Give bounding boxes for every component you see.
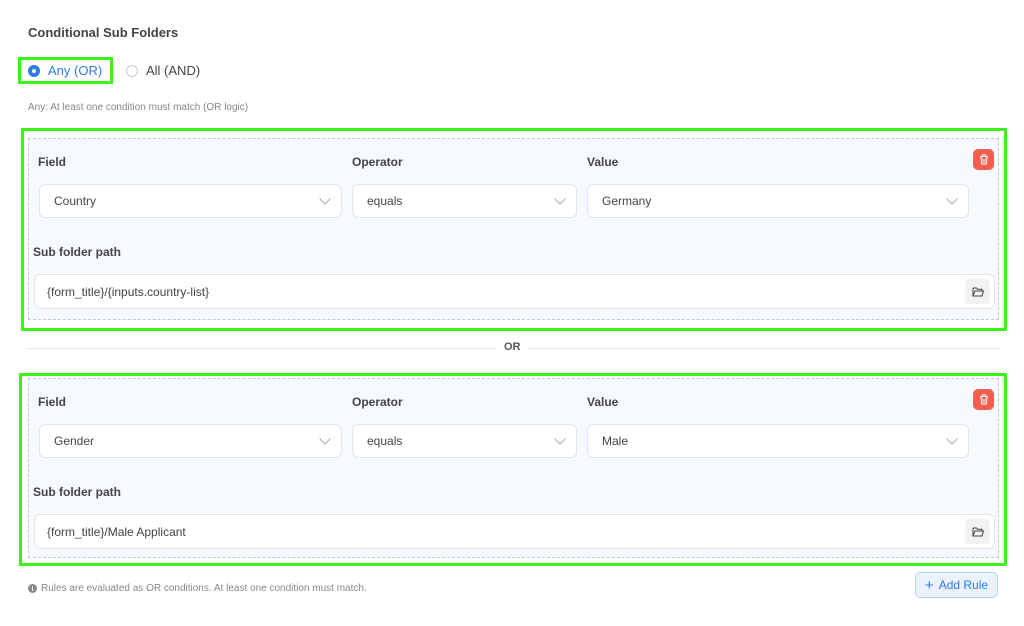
operator-value: equals <box>367 194 403 208</box>
value-select[interactable]: Male <box>587 424 969 458</box>
value-label: Value <box>587 395 619 409</box>
footer-note: Rules are evaluated as OR conditions. At… <box>28 583 367 594</box>
rule-card: Field Operator Value Country equals Germ… <box>28 138 999 320</box>
operator-label: Operator <box>352 155 403 169</box>
logic-help-text: Any: At least one condition must match (… <box>28 102 249 113</box>
chevron-down-icon <box>554 433 566 445</box>
operator-label: Operator <box>352 395 403 409</box>
radio-any-or[interactable]: Any (OR) <box>28 63 102 78</box>
field-select[interactable]: Country <box>39 184 342 218</box>
radio-unselected-icon <box>126 64 138 77</box>
value-value: Male <box>602 434 629 448</box>
radio-all-and[interactable]: All (AND) <box>126 63 200 78</box>
path-label: Sub folder path <box>33 245 121 259</box>
radio-label: Any (OR) <box>48 63 103 78</box>
chevron-down-icon <box>319 433 331 445</box>
operator-value: equals <box>367 434 403 448</box>
path-value: {form_title}/{inputs.country-list} <box>47 284 210 299</box>
chevron-down-icon <box>319 193 331 205</box>
field-select[interactable]: Gender <box>39 424 342 458</box>
path-value: {form_title}/Male Applicant <box>47 524 186 539</box>
field-label: Field <box>38 155 67 169</box>
add-rule-button[interactable]: + Add Rule <box>915 572 998 598</box>
highlight-box <box>21 128 1007 331</box>
browse-folder-button[interactable] <box>965 279 990 304</box>
field-value: Country <box>54 194 97 208</box>
add-rule-label: Add Rule <box>938 578 989 592</box>
highlight-box <box>18 57 113 84</box>
info-icon <box>28 584 37 593</box>
value-value: Germany <box>602 194 652 208</box>
value-label: Value <box>587 155 619 169</box>
rule-card: Field Operator Value Gender equals Male … <box>28 378 999 558</box>
chevron-down-icon <box>946 193 958 205</box>
browse-folder-button[interactable] <box>965 519 990 544</box>
chevron-down-icon <box>554 193 566 205</box>
delete-rule-button[interactable] <box>973 389 994 410</box>
section-title: Conditional Sub Folders <box>28 25 179 40</box>
or-separator-text: OR <box>496 341 529 353</box>
radio-label: All (AND) <box>146 63 201 78</box>
trash-icon <box>979 154 988 165</box>
footer-note-text: Rules are evaluated as OR conditions. At… <box>41 583 367 594</box>
plus-icon: + <box>924 576 934 594</box>
value-select[interactable]: Germany <box>587 184 969 218</box>
chevron-down-icon <box>946 433 958 445</box>
sub-folder-path-input[interactable]: {form_title}/{inputs.country-list} <box>34 274 995 309</box>
field-value: Gender <box>54 434 95 448</box>
trash-icon <box>979 394 988 405</box>
folder-icon <box>972 287 984 296</box>
sub-folder-path-input[interactable]: {form_title}/Male Applicant <box>34 514 995 549</box>
folder-icon <box>972 527 984 536</box>
radio-selected-icon <box>28 64 40 77</box>
operator-select[interactable]: equals <box>352 424 577 458</box>
operator-select[interactable]: equals <box>352 184 577 218</box>
delete-rule-button[interactable] <box>973 149 994 170</box>
highlight-box <box>19 373 1007 566</box>
field-label: Field <box>38 395 67 409</box>
path-label: Sub folder path <box>33 485 121 499</box>
